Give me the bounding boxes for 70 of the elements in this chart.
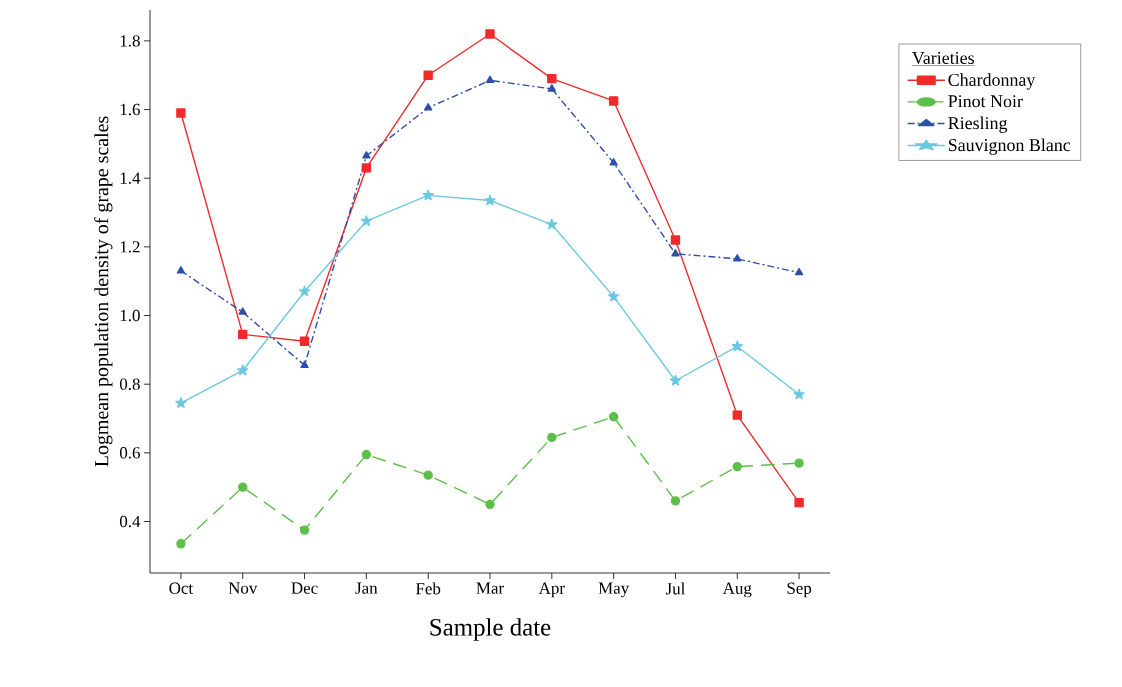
point	[547, 84, 556, 92]
point	[175, 397, 187, 408]
point	[733, 254, 742, 262]
legend-label: Sauvignon Blanc	[948, 138, 1071, 155]
point	[732, 461, 742, 472]
point	[362, 151, 371, 159]
y-tick-label: 0.4	[119, 515, 141, 528]
point	[423, 470, 433, 480]
x-axis-title: Sample date	[430, 618, 551, 641]
y-tick-label: 1.8	[120, 35, 140, 47]
legend-label: Riesling	[948, 116, 1008, 133]
point	[547, 73, 557, 84]
point	[237, 364, 249, 376]
point	[238, 307, 247, 315]
x-tick-label: Aug	[722, 582, 752, 598]
point	[794, 497, 804, 508]
point	[176, 266, 186, 274]
point	[299, 336, 310, 346]
point	[423, 70, 433, 80]
point	[424, 103, 433, 111]
x-tick-label: May	[598, 582, 630, 598]
point	[485, 75, 495, 84]
x-tick-label: Sep	[787, 582, 812, 598]
x-tick-label: Dec	[291, 582, 318, 594]
point	[485, 29, 495, 39]
point	[300, 360, 309, 368]
y-tick-label: 1.4	[120, 172, 141, 184]
point	[609, 158, 618, 166]
point	[361, 449, 372, 460]
point	[547, 432, 557, 443]
x-tick-label: Apr	[538, 582, 565, 598]
point	[608, 290, 620, 302]
point	[299, 525, 310, 535]
point	[732, 410, 742, 420]
point	[485, 499, 495, 510]
point	[176, 539, 186, 549]
point	[731, 340, 743, 352]
point	[360, 215, 373, 227]
y-tick-label: 1.2	[120, 241, 140, 253]
point	[546, 218, 558, 230]
point	[298, 285, 311, 297]
x-tick-label: Jan	[355, 582, 378, 594]
x-tick-label: Oct	[169, 582, 194, 594]
y-tick-label: 1.6	[120, 103, 140, 116]
y-tick-label: 1.0	[120, 309, 140, 322]
point	[238, 482, 248, 492]
point	[793, 388, 805, 400]
point	[608, 412, 619, 422]
point	[670, 496, 681, 506]
point	[794, 267, 804, 276]
point	[238, 329, 248, 340]
point	[671, 249, 680, 257]
y-tick-label: 0.8	[119, 378, 140, 390]
legend-label: Pinot Noir	[948, 95, 1023, 108]
point	[794, 458, 804, 468]
x-tick-label: Nov	[228, 582, 258, 594]
point	[670, 235, 681, 245]
y-tick-label: 0.6	[119, 447, 140, 459]
x-tick-label: Jul	[665, 582, 685, 595]
point	[361, 163, 372, 173]
x-tick-label: Mar	[476, 582, 504, 594]
x-tick-label: Feb	[415, 582, 441, 595]
point	[422, 189, 434, 201]
legend-title: Varieties	[912, 51, 974, 65]
point	[608, 96, 619, 106]
y-axis-title: Logmean population density of grape scales	[94, 116, 113, 467]
point	[669, 374, 682, 386]
legend-label: Chardonnay	[948, 73, 1036, 90]
point	[484, 194, 496, 206]
point	[176, 108, 186, 118]
